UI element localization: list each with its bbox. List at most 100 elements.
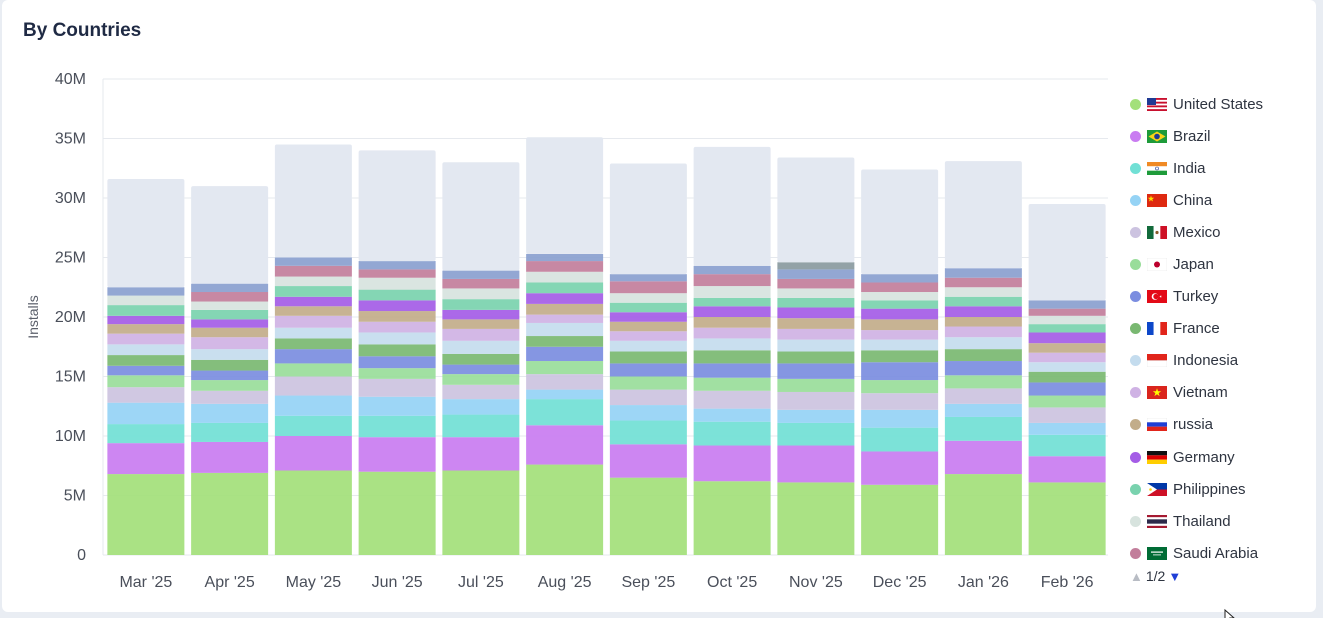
legend-item[interactable]: Indonesia <box>1128 345 1308 377</box>
bar-segment <box>861 292 939 301</box>
bar-segment <box>777 318 855 329</box>
legend-marker <box>1130 355 1141 367</box>
legend-item[interactable]: Japan <box>1128 248 1308 280</box>
legend-item[interactable]: Turkey <box>1128 281 1308 313</box>
legend-item[interactable]: Mexico <box>1128 216 1308 248</box>
bar-segment <box>861 169 939 275</box>
bar-segment <box>777 351 855 364</box>
bar-segment <box>274 415 352 436</box>
bar-segment <box>191 283 269 293</box>
bar-segment <box>861 380 939 394</box>
bar-segment <box>944 403 1022 417</box>
bar-segment <box>358 344 436 357</box>
bar-segment <box>191 422 269 442</box>
bar-segment <box>442 437 520 471</box>
bar-segment <box>693 445 771 482</box>
bar-segment <box>274 315 352 328</box>
card-title: By Countries <box>23 20 142 41</box>
triangle-down-icon[interactable]: ▼ <box>1168 568 1182 584</box>
bar-segment <box>274 296 352 307</box>
bar-segment <box>358 415 436 438</box>
bar-segment <box>777 297 855 308</box>
bar-segment <box>442 470 520 555</box>
bar-segment <box>274 327 352 339</box>
bar-segment <box>358 332 436 345</box>
triangle-up-icon[interactable]: ▲ <box>1130 568 1143 584</box>
legend-item[interactable]: Saudi Arabia <box>1128 537 1308 569</box>
legend-label: Vietnam <box>1173 384 1228 402</box>
bar-segment <box>693 421 771 446</box>
russia-flag-icon <box>1147 418 1173 432</box>
bar-segment <box>693 297 771 307</box>
legend-item[interactable]: China <box>1128 184 1308 216</box>
legend-item[interactable]: United States <box>1128 88 1308 120</box>
legend-label: Indonesia <box>1173 352 1239 370</box>
x-tick-label: Nov '25 <box>789 574 843 591</box>
bar-segment <box>693 338 771 351</box>
y-axis-label: Installs <box>25 295 41 339</box>
x-tick-label: Feb '26 <box>1041 574 1094 591</box>
bar-segment <box>191 301 269 310</box>
bar-segment <box>777 391 855 410</box>
bar-segment <box>609 274 687 282</box>
x-tick-label: Oct '25 <box>707 574 757 591</box>
legend-marker <box>1130 259 1141 271</box>
bar-segment <box>107 474 185 555</box>
bar-segment <box>944 349 1022 362</box>
bar-segment <box>274 338 352 350</box>
bar-segment <box>944 361 1022 376</box>
legend-label: United States <box>1173 95 1264 113</box>
us-flag-icon <box>1147 97 1173 111</box>
bar-segment <box>358 277 436 290</box>
bar-segment <box>693 327 771 339</box>
legend-label: Japan <box>1173 256 1214 274</box>
y-tick-label: 5M <box>64 488 86 505</box>
bar-segment <box>1028 332 1106 344</box>
x-tick-label: May '25 <box>286 574 342 591</box>
bar-segment <box>1028 382 1106 396</box>
legend-item[interactable]: Germany <box>1128 441 1308 473</box>
legend-marker <box>1130 419 1141 431</box>
legend-item[interactable]: Vietnam <box>1128 377 1308 409</box>
bar-segment <box>274 265 352 277</box>
legend-item[interactable]: Brazil <box>1128 120 1308 152</box>
legend-item[interactable]: France <box>1128 313 1308 345</box>
bar-segment <box>609 281 687 294</box>
bar-segment <box>107 365 185 376</box>
bar-segment <box>274 436 352 471</box>
bar-segment <box>358 368 436 379</box>
bar-segment <box>861 319 939 331</box>
bar-segment <box>358 269 436 278</box>
bar-segment <box>358 261 436 270</box>
bar-segment <box>1028 300 1106 309</box>
legend-label: Philippines <box>1173 480 1246 498</box>
legend-item[interactable]: Thailand <box>1128 505 1308 537</box>
bar-segment <box>609 444 687 478</box>
bar-segment <box>442 299 520 310</box>
legend-label: Turkey <box>1173 288 1219 306</box>
bar-segment <box>191 337 269 350</box>
legend-label: russia <box>1173 416 1214 434</box>
bar-segment <box>526 261 604 272</box>
bar-segment <box>442 414 520 438</box>
bar-segment <box>861 274 939 283</box>
legend-marker <box>1130 483 1141 495</box>
saudi-arabia-flag-icon <box>1147 546 1173 560</box>
bar-segment <box>609 331 687 341</box>
bar-segment <box>777 482 855 555</box>
bar-segment <box>861 451 939 485</box>
legend-item[interactable]: India <box>1128 152 1308 184</box>
bar-segment <box>861 300 939 309</box>
bar-segment <box>526 303 604 315</box>
bar-segment <box>274 144 352 258</box>
bar-segment <box>442 340 520 354</box>
bar-segment <box>609 163 687 275</box>
bar-segment <box>861 484 939 555</box>
bar-segment <box>107 424 185 444</box>
legend-item[interactable]: russia <box>1128 409 1308 441</box>
legend-item[interactable]: Philippines <box>1128 473 1308 505</box>
x-tick-label: Sep '25 <box>621 574 675 591</box>
chart-legend: United States Brazil India China Mexico Japan… <box>1128 88 1308 569</box>
bar-segment <box>358 311 436 322</box>
bar-segment <box>944 317 1022 327</box>
